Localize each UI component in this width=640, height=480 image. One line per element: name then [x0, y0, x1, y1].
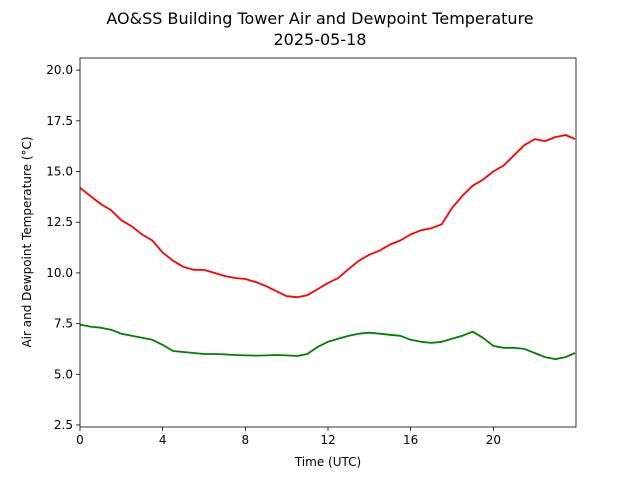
y-tick-label: 20.0	[46, 63, 73, 77]
y-tick-label: 2.5	[54, 418, 73, 432]
x-tick-label: 4	[159, 433, 167, 447]
x-axis-label: Time (UTC)	[294, 455, 361, 469]
chart-subtitle: 2025-05-18	[274, 30, 367, 49]
y-tick-label: 12.5	[46, 215, 73, 229]
x-tick-label: 12	[320, 433, 335, 447]
y-axis-ticks: 2.5 5.0 7.5 10.0 12.5 15.0 17.5 20.0	[46, 63, 80, 432]
y-tick-label: 15.0	[46, 165, 73, 179]
x-tick-label: 16	[403, 433, 418, 447]
y-tick-label: 10.0	[46, 266, 73, 280]
series-line-2	[79, 323, 576, 361]
series-layer	[79, 134, 576, 361]
series-line-1	[79, 134, 576, 299]
y-tick-label: 5.0	[54, 367, 73, 381]
x-tick-label: 0	[76, 433, 84, 447]
y-axis-label: Air and Dewpoint Temperature (°C)	[20, 136, 34, 347]
y-tick-label: 17.5	[46, 114, 73, 128]
x-tick-label: 8	[242, 433, 250, 447]
x-tick-label: 20	[486, 433, 501, 447]
y-tick-label: 7.5	[54, 317, 73, 331]
chart-title: AO&SS Building Tower Air and Dewpoint Te…	[106, 9, 533, 28]
x-axis-ticks: 0 4 8 12 16 20	[76, 427, 501, 447]
